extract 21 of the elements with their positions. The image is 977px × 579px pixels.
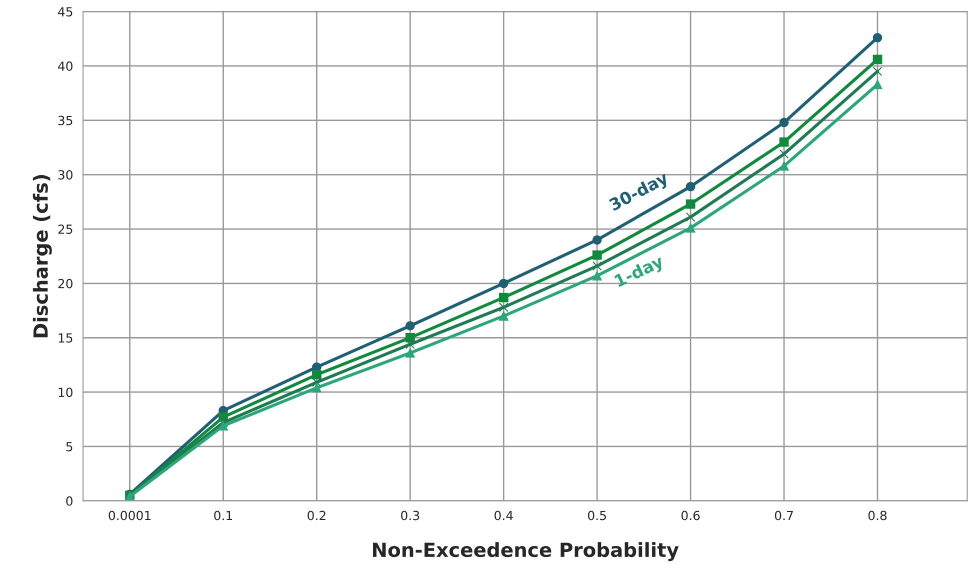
y-tick-label: 20 xyxy=(58,278,72,288)
x-tick-label: 0.8 xyxy=(868,510,887,520)
y-axis-title: Discharge (cfs) xyxy=(32,175,52,338)
x-tick-label: 0.3 xyxy=(401,510,420,520)
x-tick-label: 0.5 xyxy=(588,510,606,520)
x-tick-label: 0.7 xyxy=(774,510,793,520)
x-tick-label: 0.1 xyxy=(214,510,232,520)
y-tick-label: 0 xyxy=(66,496,72,506)
y-tick-label: 45 xyxy=(58,7,72,17)
y-tick-label: 40 xyxy=(58,61,72,71)
x-tick-label: 0.6 xyxy=(681,510,700,520)
y-tick-label: 25 xyxy=(58,224,72,234)
y-tick-label: 15 xyxy=(58,333,72,343)
y-tick-label: 30 xyxy=(58,170,72,180)
y-tick-label: 10 xyxy=(58,388,72,398)
x-axis-title: Non-Exceedence Probability xyxy=(373,542,679,562)
x-tick-label: 0.2 xyxy=(308,510,326,520)
y-tick-label: 5 xyxy=(66,442,72,452)
x-tick-label: 0.0001 xyxy=(108,510,150,520)
y-tick-label: 35 xyxy=(58,116,72,126)
x-tick-label: 0.4 xyxy=(494,510,513,520)
